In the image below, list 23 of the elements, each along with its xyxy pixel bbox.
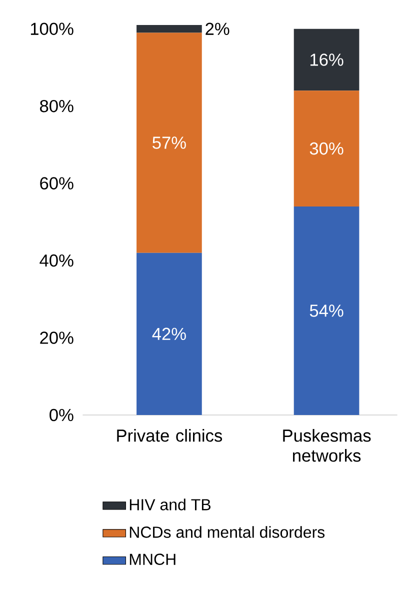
y-tick-label: 20% xyxy=(40,332,74,344)
y-tick-label: 100% xyxy=(30,22,74,35)
x-tick-label: Private clinics xyxy=(117,429,222,442)
x-tick-label: Puskesmas networks xyxy=(283,429,371,462)
legend-label: HIV and TB xyxy=(130,498,210,510)
y-tick-label: 0% xyxy=(50,408,74,422)
data-label: 16% xyxy=(310,54,344,66)
bar xyxy=(136,252,202,415)
data-label: 30% xyxy=(310,142,344,155)
data-label: 54% xyxy=(310,304,344,317)
y-tick-label: 60% xyxy=(40,177,74,190)
bar xyxy=(294,206,360,415)
legend-label: MNCH xyxy=(130,554,176,565)
data-label: 2% xyxy=(206,22,230,35)
legend-label: NCDs and mental disorders xyxy=(130,526,325,538)
bar xyxy=(136,32,202,253)
y-tick-label: 40% xyxy=(40,254,74,267)
y-tick-label: 80% xyxy=(40,100,74,112)
data-label: 42% xyxy=(152,328,186,340)
data-label: 57% xyxy=(152,136,186,149)
bar xyxy=(294,90,360,206)
bar xyxy=(294,28,360,91)
bar xyxy=(136,24,202,33)
